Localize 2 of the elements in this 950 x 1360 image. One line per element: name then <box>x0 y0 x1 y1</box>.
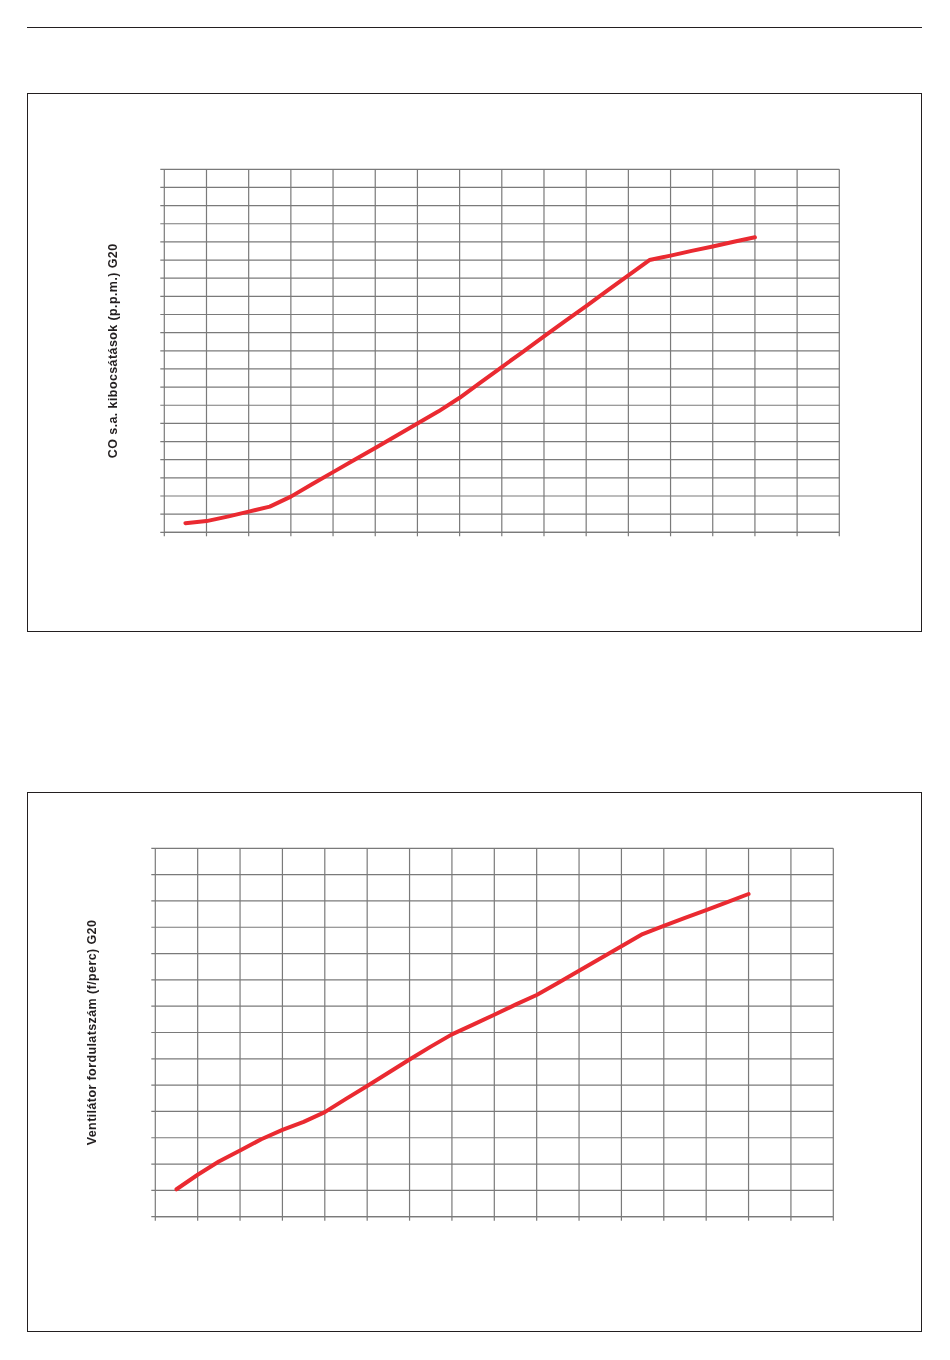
y-axis-title: Ventilátor fordulatszám (f/perc) G20 <box>85 919 100 1146</box>
y-axis-title: CO s.a. kibocsátások (p.p.m.) G20 <box>106 243 121 459</box>
